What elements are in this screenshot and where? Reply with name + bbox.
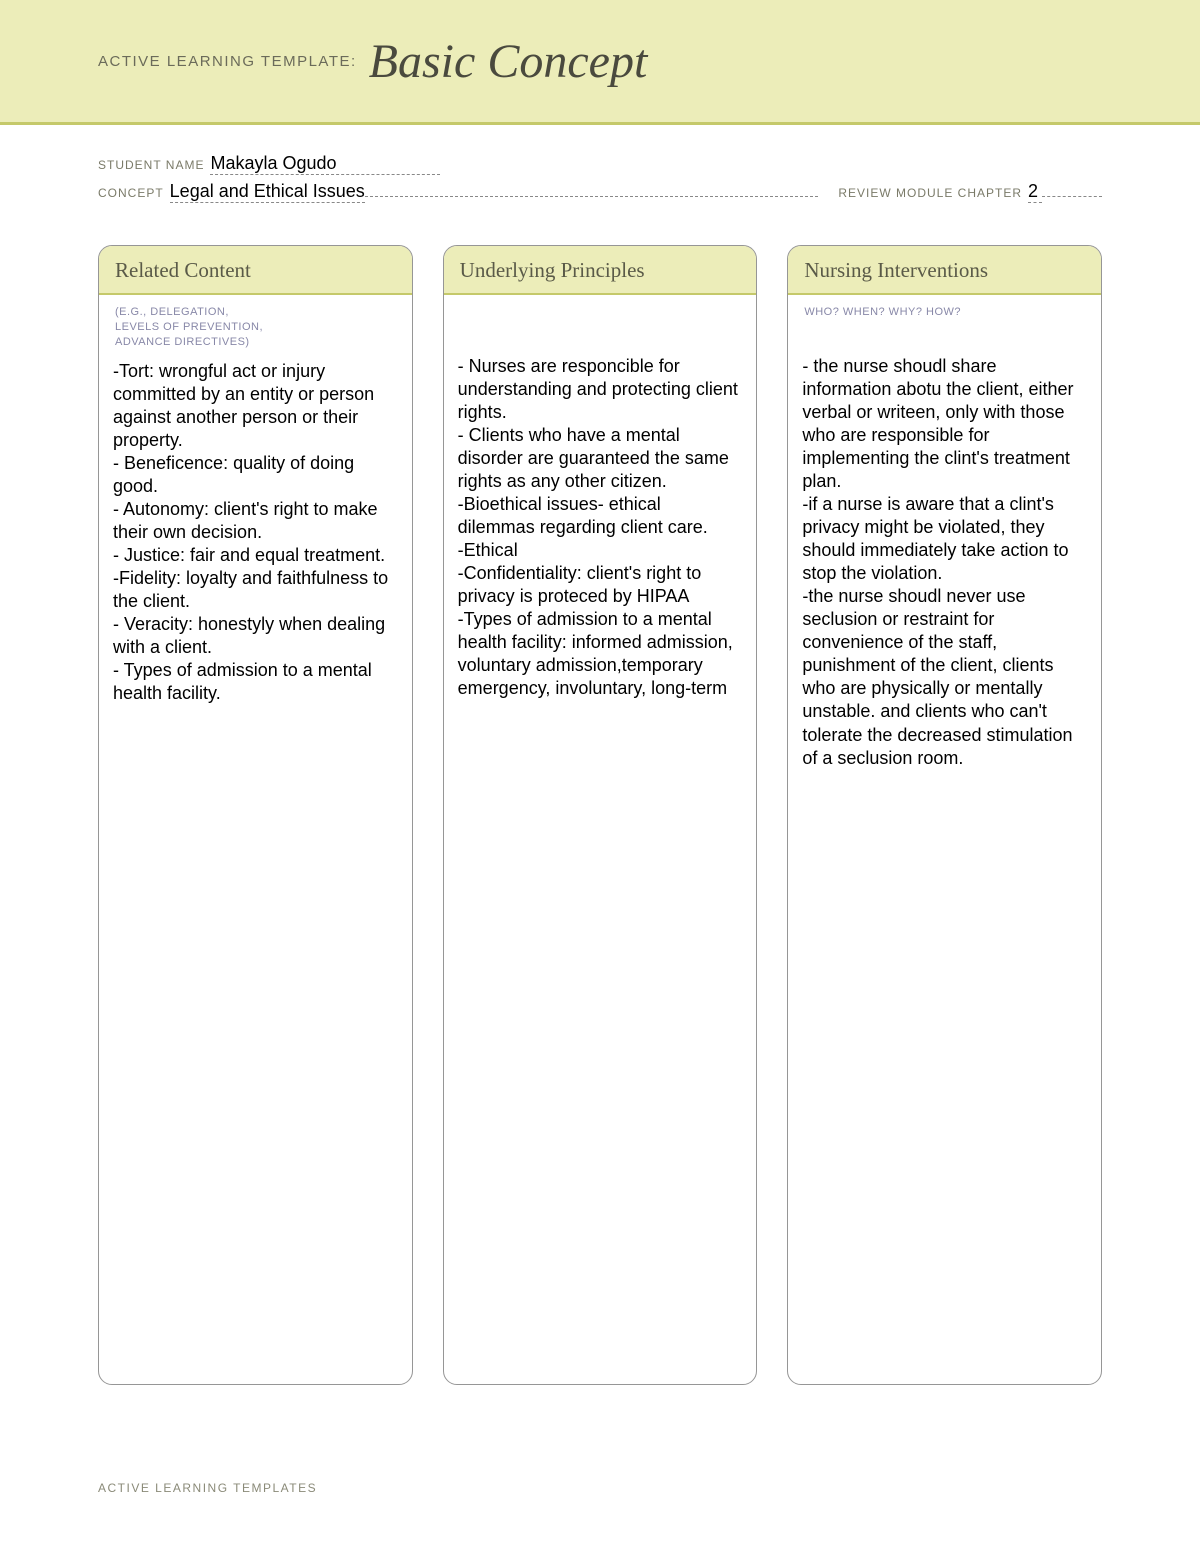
chapter-value: 2: [1028, 181, 1042, 203]
header-prefix: ACTIVE LEARNING TEMPLATE:: [98, 53, 357, 70]
card-nursing-interventions: Nursing Interventions WHO? WHEN? WHY? HO…: [787, 245, 1102, 1385]
concept-underline: [365, 196, 819, 197]
card-underlying-principles: Underlying Principles - Nurses are respo…: [443, 245, 758, 1385]
info-section: STUDENT NAME Makayla Ogudo CONCEPT Legal…: [0, 125, 1200, 203]
student-name-row: STUDENT NAME Makayla Ogudo: [98, 153, 1102, 175]
student-name-value: Makayla Ogudo: [210, 153, 440, 175]
card-header: Underlying Principles: [444, 246, 757, 295]
chapter-label: REVIEW MODULE CHAPTER: [838, 186, 1022, 200]
card-body: - the nurse shoudl share information abo…: [788, 353, 1101, 784]
footer-text: ACTIVE LEARNING TEMPLATES: [98, 1481, 317, 1495]
card-header: Related Content: [99, 246, 412, 295]
concept-row: CONCEPT Legal and Ethical Issues REVIEW …: [98, 181, 1102, 203]
card-subtitle: (E.G., DELEGATION, LEVELS OF PREVENTION,…: [99, 295, 412, 358]
columns-container: Related Content (E.G., DELEGATION, LEVEL…: [0, 203, 1200, 1385]
card-subtitle: [444, 295, 757, 353]
card-title: Underlying Principles: [460, 258, 741, 283]
card-title: Nursing Interventions: [804, 258, 1085, 283]
student-name-label: STUDENT NAME: [98, 158, 204, 172]
card-body: - Nurses are responcible for understandi…: [444, 353, 757, 714]
card-body: -Tort: wrongful act or injury committed …: [99, 358, 412, 719]
card-header: Nursing Interventions: [788, 246, 1101, 295]
card-subtitle: WHO? WHEN? WHY? HOW?: [788, 295, 1101, 353]
concept-label: CONCEPT: [98, 186, 164, 200]
concept-value: Legal and Ethical Issues: [170, 181, 365, 203]
header-title: Basic Concept: [369, 34, 648, 89]
card-related-content: Related Content (E.G., DELEGATION, LEVEL…: [98, 245, 413, 1385]
chapter-underline: [1042, 196, 1102, 197]
header-band: ACTIVE LEARNING TEMPLATE: Basic Concept: [0, 0, 1200, 122]
chapter-group: REVIEW MODULE CHAPTER 2: [838, 181, 1102, 203]
card-title: Related Content: [115, 258, 396, 283]
